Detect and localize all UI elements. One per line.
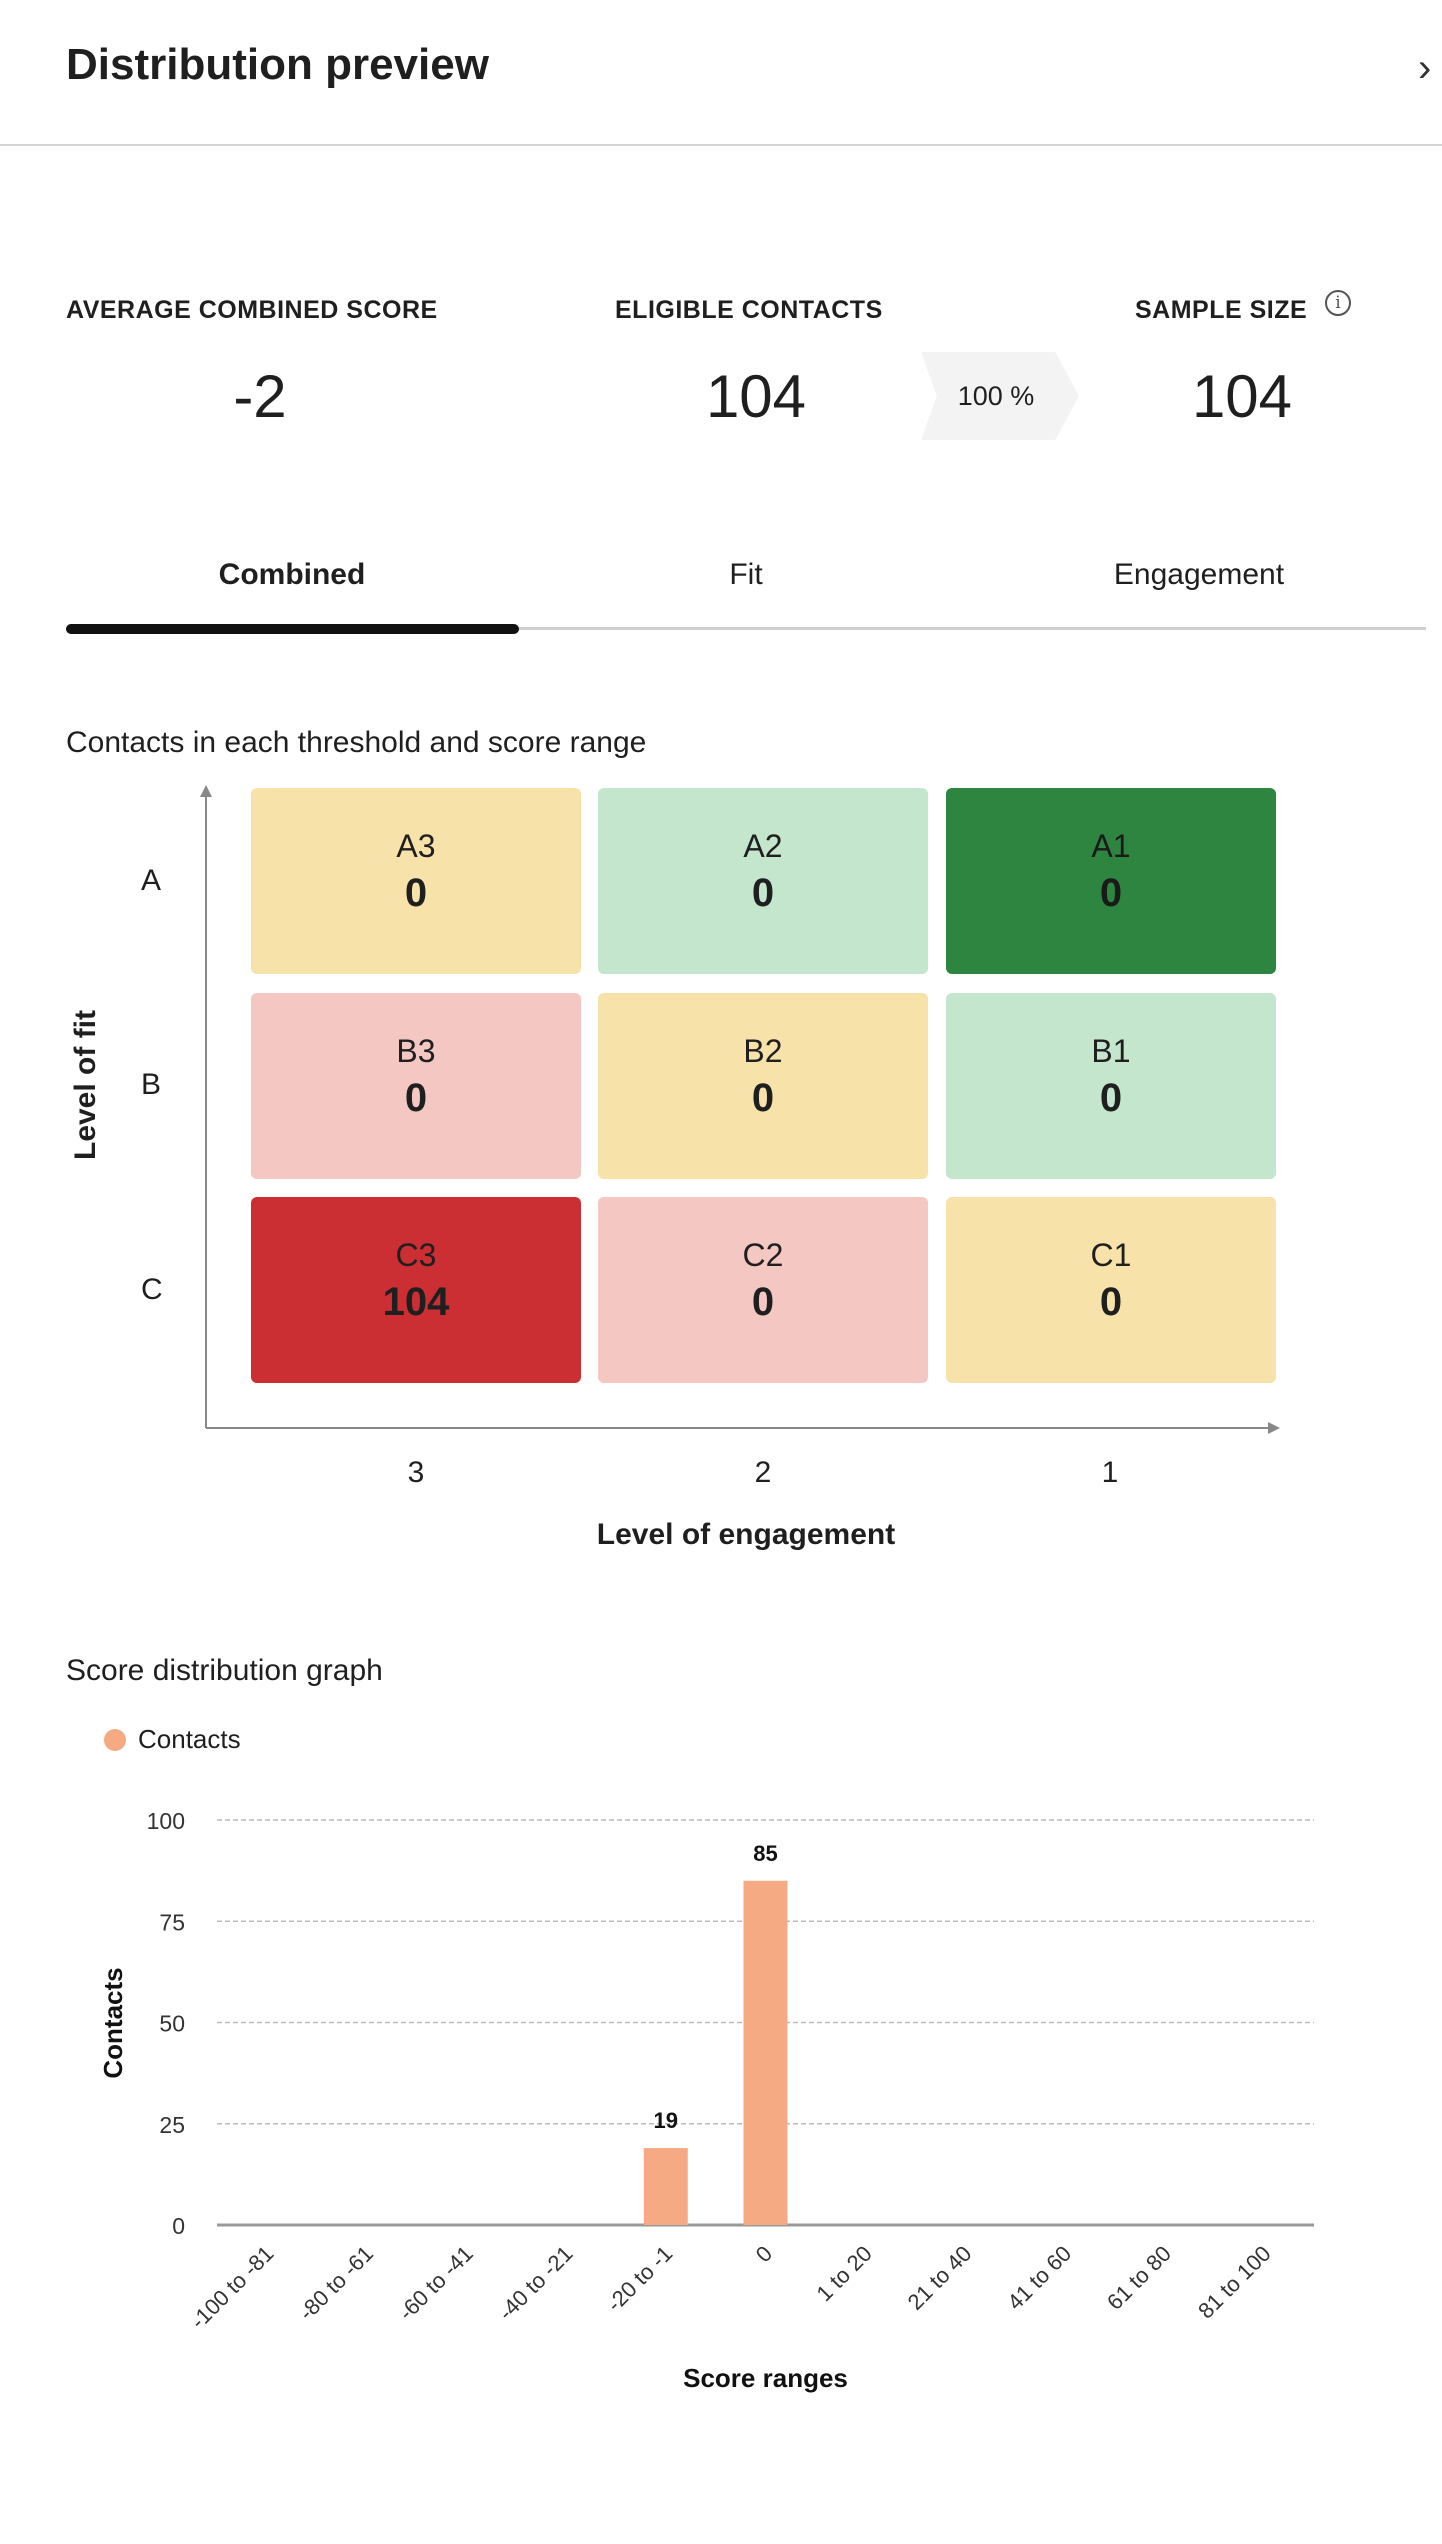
chart-title: Score distribution graph	[66, 1654, 383, 1687]
x-tick-label: 81 to 100	[1193, 2241, 1276, 2324]
bar[interactable]	[643, 2148, 688, 2225]
sample-size-value: 104	[1191, 363, 1293, 430]
x-axis-title: Score ranges	[683, 2363, 848, 2393]
row-label-a: A	[141, 864, 162, 897]
cell-value: 0	[1099, 1280, 1123, 1324]
cell-label: B3	[396, 1033, 436, 1069]
tab-divider	[66, 627, 1426, 630]
x-tick-label: -60 to -41	[394, 2241, 478, 2325]
matrix-cell-a3[interactable]: A3 0	[251, 788, 581, 974]
average-score-value: -2	[233, 363, 287, 430]
matrix-cell-c1[interactable]: C1 0	[946, 1197, 1276, 1383]
row-label-c: C	[141, 1273, 163, 1306]
matrix-axes	[200, 785, 1280, 1434]
matrix-cell-b3[interactable]: B3 0	[251, 993, 581, 1179]
cell-label: B1	[1091, 1033, 1131, 1069]
eligible-contacts-label: ELIGIBLE CONTACTS	[615, 296, 883, 324]
y-axis-title: Contacts	[98, 1967, 128, 2078]
active-tab-indicator	[66, 624, 519, 634]
cell-label: C3	[395, 1237, 437, 1273]
row-label-b: B	[141, 1068, 162, 1101]
x-tick-label: -20 to -1	[602, 2241, 678, 2317]
header-divider	[0, 144, 1442, 146]
panel-title: Distribution preview	[66, 40, 489, 89]
tab-combined[interactable]: Combined	[218, 558, 366, 591]
percent-badge: 100 %	[921, 352, 1079, 440]
matrix-title: Contacts in each threshold and score ran…	[66, 726, 647, 759]
matrix-cell-c2[interactable]: C2 0	[598, 1197, 928, 1383]
cell-value: 0	[751, 1076, 775, 1120]
y-tick-label: 25	[159, 2112, 185, 2138]
legend-label: Contacts	[138, 1724, 241, 1754]
matrix-cell-a1[interactable]: A1 0	[946, 788, 1276, 974]
eligible-contacts-value: 104	[705, 363, 807, 430]
cell-label: A1	[1091, 828, 1131, 864]
bar[interactable]	[743, 1880, 788, 2225]
x-tick-label: 21 to 40	[903, 2241, 977, 2315]
x-tick-label: -40 to -21	[493, 2241, 577, 2325]
tab-engagement[interactable]: Engagement	[1113, 558, 1285, 591]
y-tick-label: 0	[172, 2213, 185, 2239]
cell-value: 0	[404, 1076, 428, 1120]
x-tick-label: 61 to 80	[1102, 2241, 1176, 2315]
y-tick-label: 100	[147, 1808, 185, 1834]
percent-value: 100 %	[957, 380, 1035, 411]
matrix-x-axis-title: Level of engagement	[596, 1518, 896, 1551]
x-tick-label: 1 to 20	[812, 2241, 877, 2306]
data-label: 85	[753, 1841, 777, 1866]
matrix-cell-b1[interactable]: B1 0	[946, 993, 1276, 1179]
cell-label: A3	[396, 828, 436, 864]
cell-value: 0	[1099, 1076, 1123, 1120]
cell-label: A2	[743, 828, 783, 864]
data-label: 19	[654, 2108, 678, 2133]
matrix-cell-c3[interactable]: C3 104	[251, 1197, 581, 1383]
x-tick-label: -100 to -81	[185, 2241, 278, 2334]
cell-value: 104	[382, 1280, 450, 1324]
x-tick-label: 0	[751, 2241, 777, 2267]
info-icon[interactable]: i	[1325, 290, 1351, 316]
chart-legend: Contacts	[104, 1724, 241, 1755]
column-label-1: 1	[1101, 1456, 1119, 1489]
cell-value: 0	[751, 1280, 775, 1324]
x-tick-label: 41 to 60	[1002, 2241, 1076, 2315]
legend-dot	[104, 1728, 126, 1751]
y-tick-label: 50	[159, 2011, 185, 2037]
cell-label: C2	[742, 1237, 784, 1273]
column-label-2: 2	[754, 1456, 772, 1489]
tab-fit[interactable]: Fit	[729, 558, 763, 591]
cell-value: 0	[751, 871, 775, 915]
cell-value: 0	[404, 871, 428, 915]
cell-value: 0	[1099, 871, 1123, 915]
cell-label: C1	[1090, 1237, 1132, 1273]
x-tick-label: -80 to -61	[294, 2241, 378, 2325]
matrix-cell-b2[interactable]: B2 0	[598, 993, 928, 1179]
chevron-right-icon[interactable]: ›	[1418, 46, 1432, 90]
sample-size-label: SAMPLE SIZE	[1135, 296, 1308, 324]
y-tick-label: 75	[159, 1909, 185, 1935]
average-score-label: AVERAGE COMBINED SCORE	[66, 296, 438, 324]
cell-label: B2	[743, 1033, 783, 1069]
column-label-3: 3	[407, 1456, 425, 1489]
matrix-cell-a2[interactable]: A2 0	[598, 788, 928, 974]
